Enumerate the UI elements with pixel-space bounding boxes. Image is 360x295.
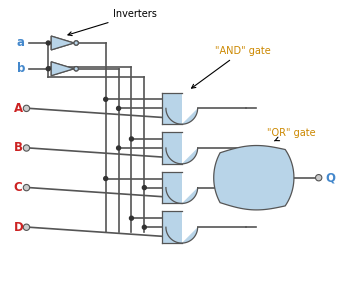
Text: Q: Q: [325, 171, 336, 184]
Polygon shape: [51, 36, 74, 50]
Circle shape: [130, 216, 134, 220]
Circle shape: [315, 175, 322, 181]
Polygon shape: [166, 212, 198, 243]
Text: "OR" gate: "OR" gate: [267, 128, 316, 141]
Circle shape: [74, 41, 78, 45]
Circle shape: [46, 67, 50, 71]
Circle shape: [130, 137, 134, 141]
Circle shape: [23, 224, 30, 230]
Circle shape: [117, 106, 121, 110]
Circle shape: [46, 41, 50, 45]
Polygon shape: [162, 132, 182, 164]
Circle shape: [74, 41, 78, 45]
Circle shape: [104, 177, 108, 181]
Circle shape: [104, 97, 108, 101]
Polygon shape: [51, 62, 74, 76]
Polygon shape: [162, 93, 182, 124]
Text: "AND" gate: "AND" gate: [192, 46, 270, 88]
Circle shape: [74, 67, 78, 71]
Polygon shape: [162, 172, 182, 204]
Text: B: B: [14, 142, 23, 155]
Polygon shape: [166, 93, 198, 124]
Polygon shape: [162, 212, 182, 243]
Circle shape: [23, 105, 30, 112]
Polygon shape: [166, 172, 198, 204]
Circle shape: [23, 145, 30, 151]
Text: A: A: [14, 102, 23, 115]
Circle shape: [142, 225, 146, 229]
Text: D: D: [14, 221, 23, 234]
Polygon shape: [214, 145, 294, 210]
Text: Inverters: Inverters: [68, 9, 157, 36]
Text: a: a: [17, 37, 24, 50]
Polygon shape: [166, 132, 198, 164]
Polygon shape: [51, 62, 74, 76]
Polygon shape: [51, 36, 74, 50]
Circle shape: [23, 184, 30, 191]
Circle shape: [117, 146, 121, 150]
Text: b: b: [17, 62, 25, 75]
Circle shape: [142, 186, 146, 190]
Circle shape: [74, 67, 78, 71]
Text: C: C: [14, 181, 22, 194]
